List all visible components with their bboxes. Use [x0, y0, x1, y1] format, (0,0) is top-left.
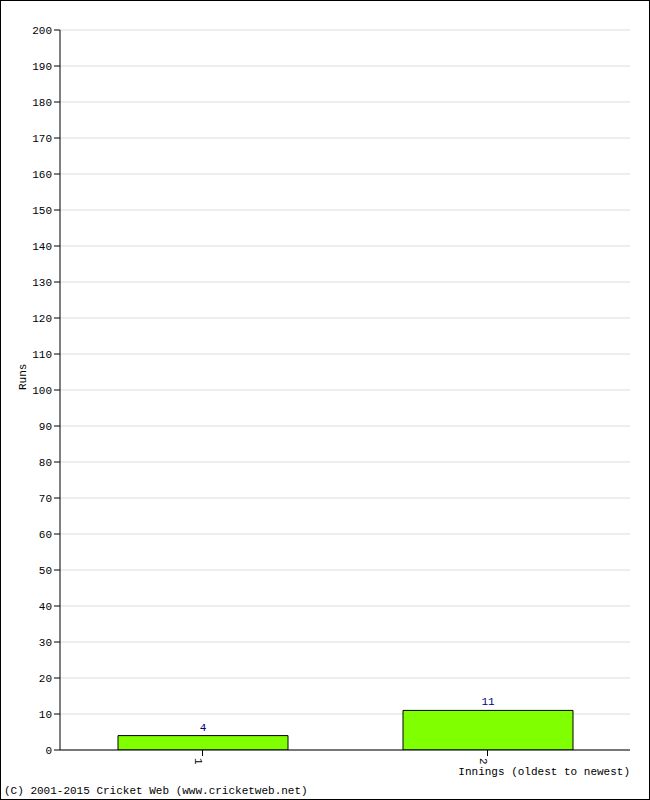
svg-text:150: 150: [32, 205, 52, 217]
svg-text:170: 170: [32, 133, 52, 145]
svg-text:70: 70: [39, 493, 52, 505]
svg-text:4: 4: [200, 722, 207, 734]
svg-text:30: 30: [39, 637, 52, 649]
svg-text:Runs: Runs: [17, 364, 29, 390]
svg-text:110: 110: [32, 349, 52, 361]
svg-text:20: 20: [39, 673, 52, 685]
svg-text:120: 120: [32, 313, 52, 325]
svg-text:0: 0: [45, 745, 52, 757]
svg-text:140: 140: [32, 241, 52, 253]
svg-text:1: 1: [192, 758, 204, 765]
svg-text:40: 40: [39, 601, 52, 613]
svg-text:130: 130: [32, 277, 52, 289]
svg-text:200: 200: [32, 25, 52, 37]
html-text:Innings (oldest to newest): Innings (oldest to newest): [458, 766, 630, 778]
svg-text:90: 90: [39, 421, 52, 433]
svg-text:50: 50: [39, 565, 52, 577]
svg-text:160: 160: [32, 169, 52, 181]
svg-text:100: 100: [32, 385, 52, 397]
svg-text:60: 60: [39, 529, 52, 541]
svg-text:11: 11: [481, 696, 495, 708]
html-text:(C) 2001-2015 Cricket Web (www: (C) 2001-2015 Cricket Web (www.cricketwe…: [4, 785, 308, 797]
svg-text:190: 190: [32, 61, 52, 73]
svg-text:2: 2: [477, 758, 489, 765]
svg-text:80: 80: [39, 457, 52, 469]
svg-text:180: 180: [32, 97, 52, 109]
svg-text:10: 10: [39, 709, 52, 721]
